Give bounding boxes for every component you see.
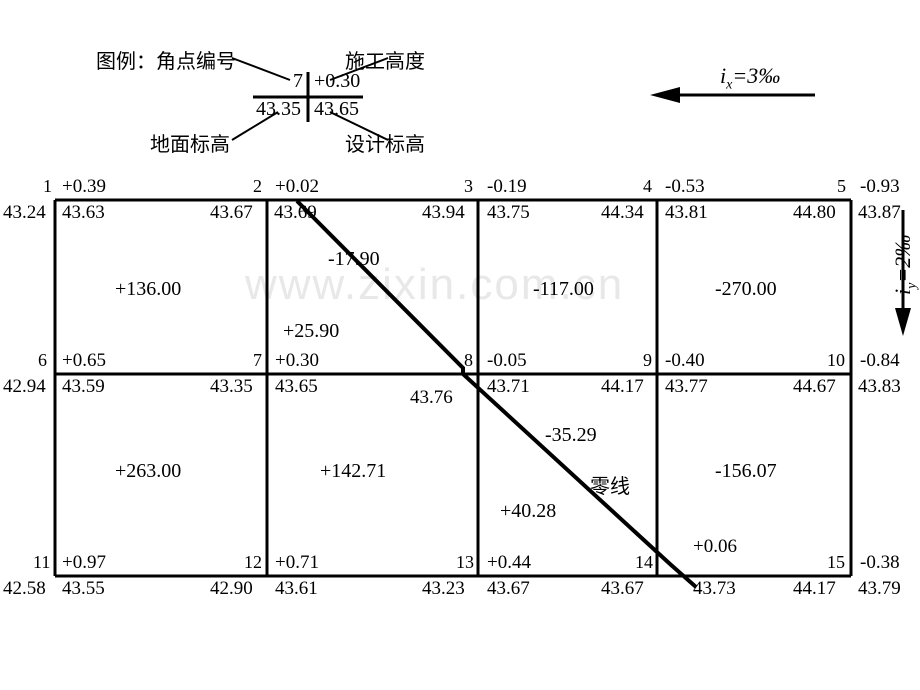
corner-id: 8 <box>464 350 473 371</box>
legend-prefix: 图例：角点编号 <box>96 45 236 74</box>
corner-top: -0.53 <box>665 176 705 198</box>
corner-br: 43.69 <box>274 202 317 224</box>
corner-blleft: 42.90 <box>210 578 253 600</box>
corner-blleft: 43.94 <box>422 202 465 224</box>
corner-blleft: 44.17 <box>601 376 644 398</box>
corner-left: 42.58 <box>3 578 46 600</box>
cell-value: +25.90 <box>283 320 339 343</box>
corner-left: 43.24 <box>3 202 46 224</box>
corner-br: 43.61 <box>275 578 318 600</box>
corner-bl: 43.55 <box>62 578 105 600</box>
corner-id: 7 <box>253 350 262 371</box>
corner-id: 5 <box>837 176 846 197</box>
slope-x-label: ix=3‰ <box>720 63 780 93</box>
corner-top: -0.05 <box>487 350 527 372</box>
corner-br: 43.77 <box>665 376 708 398</box>
corner-bl: 43.63 <box>62 202 105 224</box>
corner-br: 43.71 <box>487 376 530 398</box>
legend-design: 设计标高 <box>345 128 425 157</box>
corner-top: +0.65 <box>62 350 106 372</box>
corner-blleft: 43.23 <box>422 578 465 600</box>
corner-id: 11 <box>33 552 50 573</box>
cell-value: +142.71 <box>320 460 386 483</box>
corner-top: +0.71 <box>275 552 319 574</box>
corner-br: 43.67 <box>487 578 530 600</box>
corner-id: 9 <box>643 350 652 371</box>
cell-value: -156.07 <box>715 460 777 483</box>
corner-id: 4 <box>643 176 652 197</box>
corner-blleft: 43.76 <box>410 387 453 409</box>
corner-top: +0.97 <box>62 552 106 574</box>
corner-blleft: 43.67 <box>210 202 253 224</box>
corner-top: +0.44 <box>487 552 531 574</box>
zero-line-label: 零线 <box>590 470 630 499</box>
cell-value: +136.00 <box>115 278 181 301</box>
cell-value: +263.00 <box>115 460 181 483</box>
corner-top: +0.30 <box>275 350 319 372</box>
corner-top: +0.02 <box>275 176 319 198</box>
corner-blleft: 44.80 <box>793 202 836 224</box>
legend-sample-constrh: +0.30 <box>314 70 360 93</box>
legend-ground: 地面标高 <box>150 128 230 157</box>
corner-top: -0.84 <box>860 350 900 372</box>
corner-br: 43.73 <box>693 578 736 600</box>
corner-blleft: 44.17 <box>793 578 836 600</box>
cell-value: +40.28 <box>500 500 556 523</box>
corner-bl: 43.59 <box>62 376 105 398</box>
corner-blleft: 44.34 <box>601 202 644 224</box>
corner-id: 14 <box>635 552 653 573</box>
corner-left: 42.94 <box>3 376 46 398</box>
cell-value: -117.00 <box>533 278 594 301</box>
legend-sample-design: 43.65 <box>314 98 359 121</box>
corner-top: -0.40 <box>665 350 705 372</box>
grid <box>55 200 851 576</box>
cell-value: -270.00 <box>715 278 777 301</box>
corner-top: -0.38 <box>860 552 900 574</box>
corner-top: -0.93 <box>860 176 900 198</box>
corner-id: 15 <box>827 552 845 573</box>
corner-id: 12 <box>244 552 262 573</box>
corner-id: 6 <box>38 350 47 371</box>
cell-value: -35.29 <box>545 424 597 447</box>
corner-blleft: 43.35 <box>210 376 253 398</box>
corner-top: -0.19 <box>487 176 527 198</box>
corner-id: 10 <box>827 350 845 371</box>
corner-right: 43.87 <box>858 202 901 224</box>
corner-blleft: 44.67 <box>793 376 836 398</box>
corner-br: 43.65 <box>275 376 318 398</box>
corner-br: 43.81 <box>665 202 708 224</box>
corner-id: 13 <box>456 552 474 573</box>
corner-id: 1 <box>43 176 52 197</box>
legend-sample-corner: 7 <box>293 70 303 93</box>
corner-top: +0.39 <box>62 176 106 198</box>
corner-right: 43.79 <box>858 578 901 600</box>
corner-blleft: 43.67 <box>601 578 644 600</box>
corner-br: 43.75 <box>487 202 530 224</box>
corner-id: 3 <box>464 176 473 197</box>
slope-y-label: iy=2‰ <box>890 235 920 295</box>
corner-id: 2 <box>253 176 262 197</box>
legend-sample-ground: 43.35 <box>256 98 301 121</box>
cell-value: -17.90 <box>328 248 380 271</box>
corner-top: +0.06 <box>693 536 737 558</box>
corner-right: 43.83 <box>858 376 901 398</box>
